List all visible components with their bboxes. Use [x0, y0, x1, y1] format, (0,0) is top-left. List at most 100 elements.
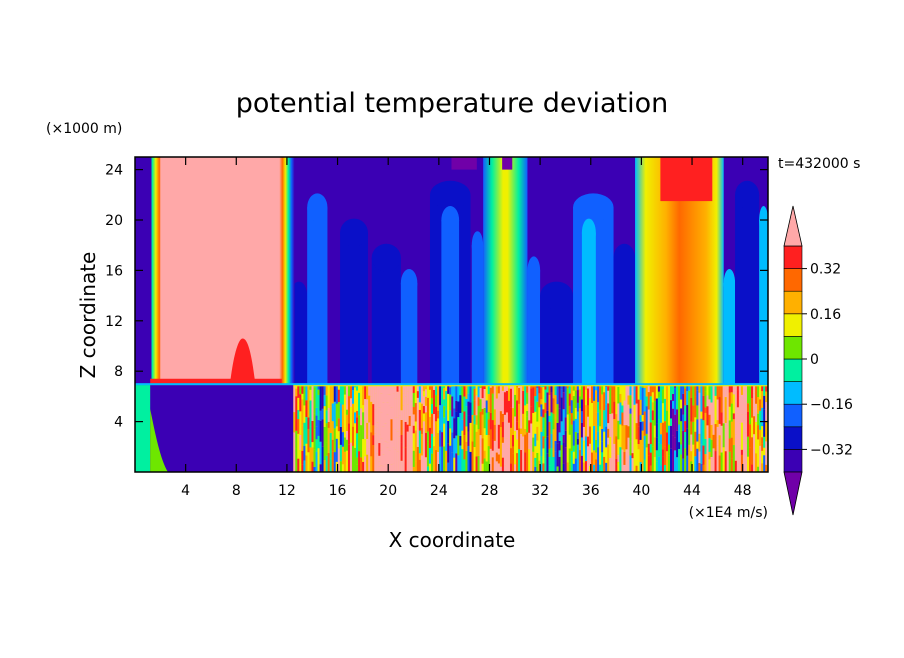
turbulence-cell — [682, 415, 684, 431]
turbulence-cell — [469, 387, 471, 403]
turbulence-cell — [587, 417, 589, 437]
turbulence-cell — [415, 421, 417, 430]
turbulence-cell — [472, 386, 474, 400]
turbulence-cell — [488, 394, 490, 412]
turbulence-cell — [642, 431, 644, 446]
turbulence-cell — [447, 394, 449, 421]
turbulence-cell — [666, 386, 668, 410]
turbulence-cell — [372, 386, 374, 404]
turbulence-cell — [488, 435, 490, 446]
turbulence-cell — [652, 392, 654, 402]
turbulence-cell — [429, 390, 431, 417]
turbulence-cell — [449, 446, 451, 472]
turbulence-cell — [504, 415, 506, 439]
turbulence-cell — [350, 459, 352, 472]
turbulence-cell — [698, 434, 700, 452]
turbulence-cell — [613, 454, 615, 472]
turbulence-cell — [561, 390, 563, 398]
turbulence-cell — [370, 397, 372, 402]
turbulence-cell — [551, 412, 553, 433]
turbulence-cell — [711, 457, 713, 472]
turbulence-cell — [599, 410, 601, 426]
turbulence-cell — [668, 455, 670, 472]
turbulence-cell — [559, 432, 561, 440]
turbulence-cell — [621, 386, 623, 405]
turbulence-cell — [486, 413, 488, 435]
turbulence-cell — [374, 434, 376, 446]
turbulence-cell — [330, 386, 332, 406]
turbulence-cell — [621, 413, 623, 426]
turbulence-cell — [401, 420, 403, 435]
turbulence-cell — [311, 447, 313, 461]
turbulence-cell — [684, 388, 686, 405]
turbulence-cell — [646, 396, 648, 406]
turbulence-cell — [542, 463, 544, 472]
turbulence-cell — [374, 426, 376, 433]
turbulence-cell — [372, 404, 374, 425]
turbulence-cell — [747, 457, 749, 472]
turbulence-cell — [494, 441, 496, 460]
turbulence-cell — [555, 441, 557, 452]
turbulence-cell — [534, 458, 536, 467]
turbulence-cell — [476, 456, 478, 472]
turbulence-cell — [366, 399, 368, 423]
turbulence-cell — [536, 427, 538, 441]
upper-band — [582, 233, 596, 384]
upper-band — [307, 207, 327, 383]
turbulence-cell — [358, 451, 360, 472]
turbulence-cell — [435, 445, 437, 450]
turbulence-cell — [303, 405, 305, 422]
turbulence-cell — [536, 440, 538, 453]
turbulence-cell — [309, 400, 311, 426]
turbulence-cell — [577, 403, 579, 412]
turbulence-cell — [678, 391, 680, 413]
turbulence-cell — [356, 391, 358, 411]
turbulence-cell — [512, 446, 514, 453]
turbulence-cell — [553, 429, 555, 457]
turbulence-cell — [309, 390, 311, 401]
turbulence-cell — [579, 426, 581, 450]
turbulence-cell — [380, 394, 382, 413]
turbulence-cell — [644, 386, 646, 388]
turbulence-cell — [427, 466, 429, 472]
upper-band — [372, 258, 401, 384]
turbulence-cell — [512, 386, 514, 399]
turbulence-cell — [478, 415, 480, 429]
turbulence-cell — [362, 462, 364, 472]
turbulence-cell — [455, 386, 457, 401]
x-axis-title: X coordinate — [389, 528, 516, 552]
turbulence-cell — [561, 445, 563, 472]
turbulence-cell — [500, 467, 502, 472]
turbulence-cell — [571, 451, 573, 472]
turbulence-cell — [583, 462, 585, 472]
turbulence-cell — [482, 438, 484, 464]
turbulence-cell — [346, 410, 348, 415]
turbulence-cell — [390, 464, 392, 472]
turbulence-cell — [295, 431, 297, 449]
turbulence-cell — [717, 437, 719, 445]
turbulence-cell — [597, 426, 599, 431]
turbulence-cell — [465, 386, 467, 388]
turbulence-cell — [605, 387, 607, 404]
turbulence-cell — [360, 451, 362, 458]
turbulence-cell — [518, 386, 520, 388]
turbulence-cell — [522, 436, 524, 459]
turbulence-cell — [745, 432, 747, 443]
turbulence-cell — [735, 404, 737, 409]
turbulence-cell — [761, 463, 763, 472]
turbulence-cell — [536, 422, 538, 427]
chart-title: potential temperature deviation — [236, 88, 668, 119]
turbulence-cell — [660, 400, 662, 423]
turbulence-cell — [629, 455, 631, 472]
turbulence-cell — [435, 395, 437, 407]
turbulence-cell — [674, 415, 676, 438]
turbulence-cell — [597, 412, 599, 426]
turbulence-cell — [478, 397, 480, 406]
turbulence-cell — [563, 464, 565, 472]
turbulence-cell — [688, 417, 690, 444]
turbulence-cell — [476, 415, 478, 425]
turbulence-cell — [344, 410, 346, 437]
turbulence-cell — [599, 386, 601, 410]
turbulence-cell — [374, 386, 376, 393]
turbulence-cell — [729, 438, 731, 451]
